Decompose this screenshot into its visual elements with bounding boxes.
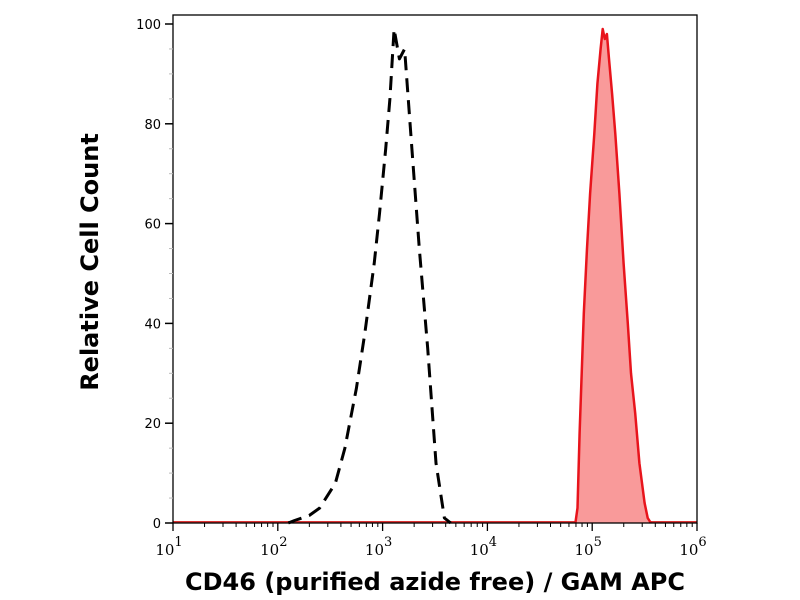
y-tick-label: 40 [144,317,161,332]
series-line-1 [574,27,652,524]
x-axis-title: CD46 (purified azide free) / GAM APC [185,568,685,596]
y-tick-label: 80 [144,118,161,133]
x-tick-label: 106 [679,535,706,559]
x-tick-label: 104 [470,535,497,559]
plot-frame [172,14,698,524]
x-tick-label: 102 [260,535,287,559]
series-fill-1 [575,29,651,523]
y-tick-label: 0 [153,517,161,532]
x-axis: 101 102 103 104 105 106 [155,523,707,559]
plot-marks [173,27,697,525]
y-tick-label: 20 [144,417,161,432]
y-tick-label: 100 [136,18,161,33]
x-tick-label: 101 [155,535,182,559]
x-tick-label: 103 [365,535,392,559]
series-line-0 [287,27,452,525]
x-tick-label: 105 [575,535,602,559]
y-axis: 0 20 40 60 80 100 [136,18,173,532]
y-tick-label: 60 [144,218,161,233]
y-axis-title: Relative Cell Count [76,133,104,391]
